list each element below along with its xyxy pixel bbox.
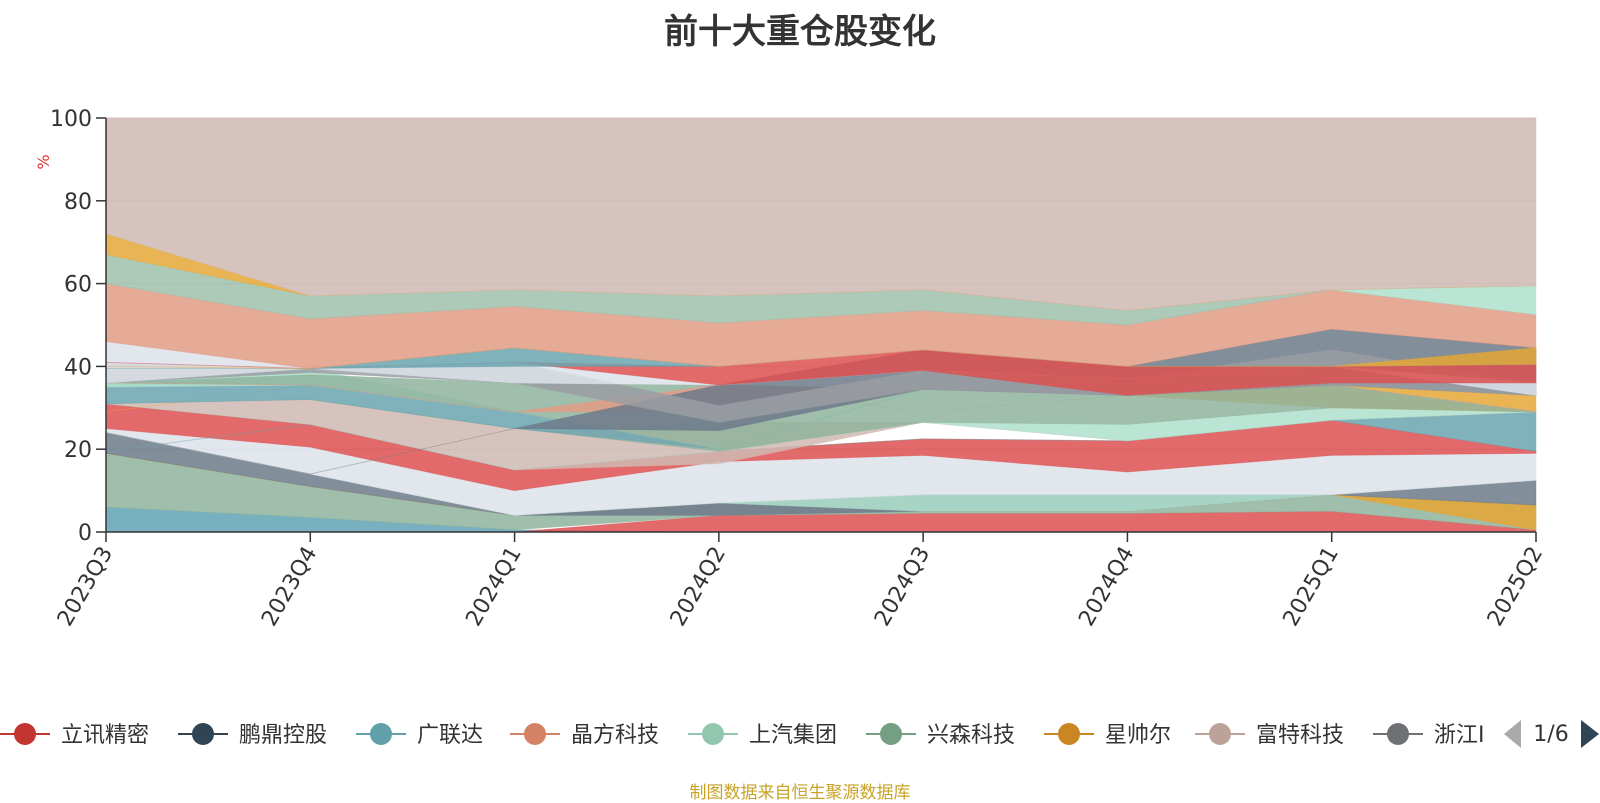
x-tick-labels: 2023Q3 2023Q4 2024Q1 2024Q2 2024Q3 2024Q4 2025…: [53, 532, 1548, 631]
x-tick-label: 2024Q2: [666, 543, 731, 631]
legend-item[interactable]: 浙江I: [1373, 723, 1485, 748]
y-tick-label: 80: [64, 190, 92, 215]
y-tick-label: 0: [78, 521, 92, 546]
y-tick-label: 40: [64, 355, 92, 380]
axes: [105, 118, 1536, 533]
stacked-areas: [105, 117, 1537, 533]
source-note: 制图数据来自恒生聚源数据库: [689, 783, 911, 803]
x-tick-label: 2025Q2: [1483, 543, 1548, 631]
y-tick-label: 20: [64, 438, 92, 463]
x-tick-label: 2023Q4: [257, 543, 322, 631]
x-tick-label: 2024Q4: [1074, 543, 1139, 631]
triangle-right-icon[interactable]: [1581, 720, 1599, 748]
legend-label: 晶方科技: [571, 723, 659, 748]
legend-marker: [702, 723, 724, 745]
legend: 立讯精密 鹏鼎控股 广联达 晶方科技 上汽集团 兴森科技 星帅尔 富特科技 浙江I: [0, 723, 1485, 748]
x-tick-label: 2023Q3: [53, 543, 118, 631]
x-tick-label: 2024Q1: [461, 543, 526, 631]
legend-prev-button[interactable]: [1504, 720, 1521, 748]
legend-label: 浙江I: [1434, 723, 1485, 748]
x-tick-label: 2024Q3: [870, 543, 935, 631]
legend-item[interactable]: 兴森科技: [866, 723, 1015, 748]
legend-item[interactable]: 晶方科技: [510, 723, 659, 748]
legend-label: 立讯精密: [61, 723, 149, 748]
y-tick-label: 60: [64, 273, 92, 298]
legend-marker: [370, 723, 392, 745]
triangle-left-icon[interactable]: [1504, 720, 1521, 748]
area-band-27: [105, 117, 1537, 311]
legend-page-indicator: 1/6: [1533, 722, 1568, 747]
legend-label: 兴森科技: [927, 723, 1015, 748]
legend-marker: [192, 723, 214, 745]
legend-label: 广联达: [417, 723, 483, 748]
legend-item[interactable]: 富特科技: [1195, 723, 1344, 748]
legend-item[interactable]: 立讯精密: [0, 723, 149, 748]
y-tick-labels: 0 20 40 60 80 100: [50, 107, 106, 546]
legend-label: 富特科技: [1256, 723, 1344, 748]
y-tick-label: 100: [50, 107, 92, 132]
legend-marker: [880, 723, 902, 745]
legend-next-button[interactable]: [1581, 720, 1599, 748]
legend-label: 鹏鼎控股: [239, 723, 327, 748]
legend-marker: [1209, 723, 1231, 745]
legend-label: 上汽集团: [749, 723, 837, 748]
legend-item[interactable]: 广联达: [356, 723, 483, 748]
legend-item[interactable]: 鹏鼎控股: [178, 723, 327, 748]
x-tick-label: 2025Q1: [1279, 543, 1344, 631]
legend-item[interactable]: 上汽集团: [688, 723, 837, 748]
legend-marker: [1058, 723, 1080, 745]
legend-marker: [524, 723, 546, 745]
legend-label: 星帅尔: [1105, 723, 1171, 748]
legend-item[interactable]: 星帅尔: [1044, 723, 1171, 748]
legend-marker: [14, 723, 36, 745]
chart-title: 前十大重仓股变化: [664, 12, 936, 52]
y-axis-unit: %: [34, 154, 53, 169]
legend-marker: [1387, 723, 1409, 745]
